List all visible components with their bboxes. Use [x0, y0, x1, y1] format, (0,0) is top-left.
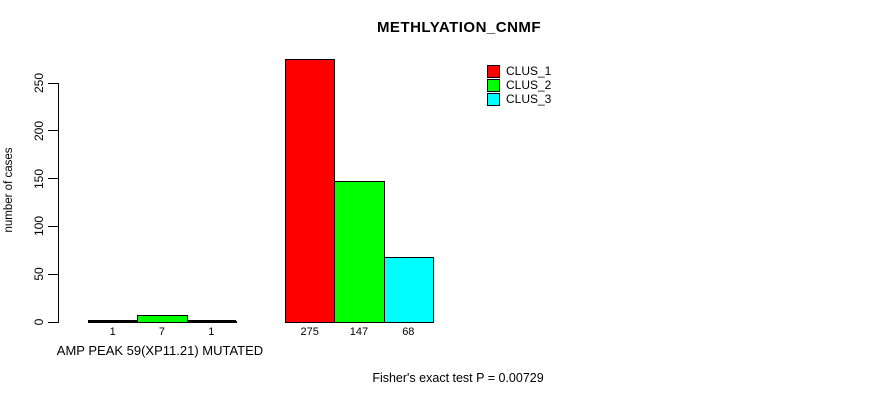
bar-value-label: 1	[208, 326, 215, 338]
legend-swatch-clus_1	[487, 65, 500, 78]
y-tick-label: 50	[32, 267, 46, 281]
legend-label-clus_2: CLUS_2	[506, 78, 552, 92]
bar-clus_3-group1	[187, 321, 237, 323]
bar-clus_2-group1	[137, 315, 188, 323]
y-tick-label: 250	[32, 72, 46, 94]
bar-value-label: 68	[402, 326, 415, 338]
bar-value-label: 1	[109, 326, 116, 338]
y-axis-line	[58, 83, 59, 323]
y-tick-label: 0	[32, 318, 46, 326]
y-tick-mark	[48, 130, 59, 132]
bar-clus_1-group2	[285, 59, 335, 323]
legend-label-clus_3: CLUS_3	[506, 92, 552, 106]
bar-value-label: 7	[158, 326, 166, 338]
legend-swatch-clus_3	[487, 93, 500, 106]
y-tick-mark	[48, 273, 59, 275]
bar-clus_2-group2	[334, 181, 385, 323]
bar-value-label: 147	[349, 326, 369, 338]
y-tick-mark	[48, 82, 59, 84]
x-axis-label: AMP PEAK 59(XP11.21) MUTATED	[56, 343, 264, 358]
bar-value-label: 275	[300, 326, 319, 338]
y-tick-label: 100	[32, 216, 46, 237]
y-tick-label: 200	[32, 120, 46, 141]
legend-swatch-clus_2	[487, 79, 500, 92]
bar-clus_3-group2	[384, 257, 434, 323]
legend-label-clus_1: CLUS_1	[506, 64, 552, 78]
y-axis-label: number of cases	[3, 147, 15, 233]
y-tick-mark	[48, 225, 59, 227]
bar-clus_1-group1	[88, 321, 138, 323]
chart-title: METHLYATION_CNMF	[376, 19, 542, 36]
y-tick-mark	[48, 178, 59, 180]
y-tick-mark	[48, 321, 59, 323]
y-tick-label: 150	[32, 168, 46, 189]
annotation-fisher-test: Fisher's exact test P = 0.00729	[372, 371, 544, 385]
